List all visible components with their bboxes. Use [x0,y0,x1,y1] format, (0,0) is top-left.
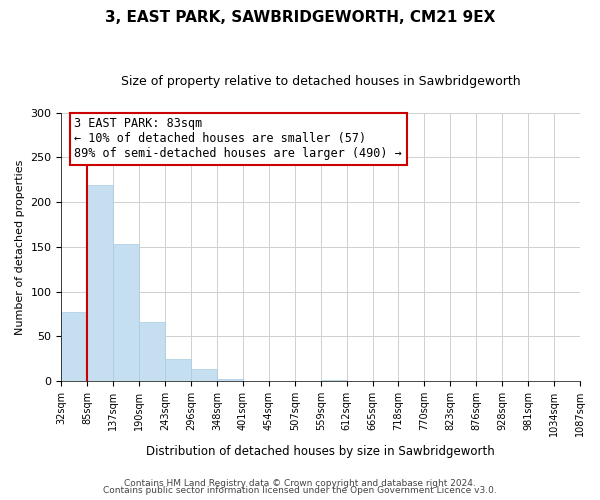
Y-axis label: Number of detached properties: Number of detached properties [15,159,25,334]
Bar [321,380,347,381]
Bar [191,370,217,381]
Bar [217,380,243,381]
Bar [113,244,139,381]
Text: 3, EAST PARK, SAWBRIDGEWORTH, CM21 9EX: 3, EAST PARK, SAWBRIDGEWORTH, CM21 9EX [105,10,495,25]
Text: Contains public sector information licensed under the Open Government Licence v3: Contains public sector information licen… [103,486,497,495]
X-axis label: Distribution of detached houses by size in Sawbridgeworth: Distribution of detached houses by size … [146,444,495,458]
Bar [61,312,88,381]
Text: Contains HM Land Registry data © Crown copyright and database right 2024.: Contains HM Land Registry data © Crown c… [124,478,476,488]
Bar [139,322,165,381]
Title: Size of property relative to detached houses in Sawbridgeworth: Size of property relative to detached ho… [121,75,521,88]
Text: 3 EAST PARK: 83sqm
← 10% of detached houses are smaller (57)
89% of semi-detache: 3 EAST PARK: 83sqm ← 10% of detached hou… [74,117,402,160]
Bar [165,358,191,381]
Bar [88,185,113,381]
